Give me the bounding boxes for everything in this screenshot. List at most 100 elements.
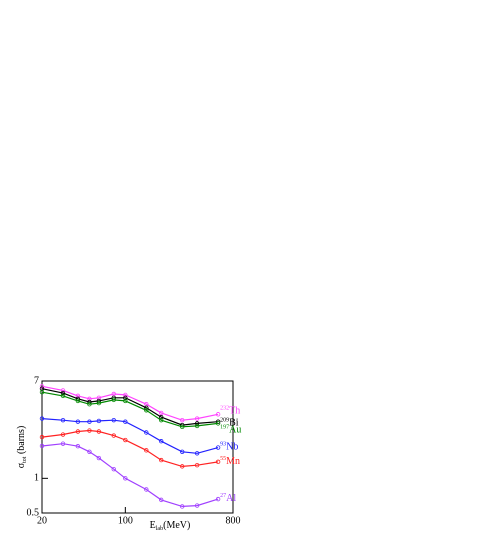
- series-label: 27Al: [220, 493, 236, 504]
- data-point: [123, 392, 128, 398]
- data-point: [96, 455, 102, 461]
- data-point: [60, 441, 66, 446]
- series-name: Mn: [226, 456, 240, 467]
- data-point: [194, 463, 200, 468]
- data-point: [159, 439, 164, 444]
- series-label: 93Nb: [220, 442, 238, 453]
- data-point: [215, 412, 221, 417]
- data-point: [144, 448, 149, 453]
- data-point: [215, 445, 221, 450]
- series-mass: 27: [220, 493, 226, 499]
- data-point: [123, 437, 128, 443]
- x-label-sub: lab: [156, 526, 163, 532]
- data-point: [144, 430, 149, 435]
- series-name: Al: [226, 493, 236, 504]
- data-point: [194, 451, 200, 456]
- x-tick-label: 100: [118, 515, 133, 526]
- data-point: [39, 389, 45, 395]
- x-label-main: E: [150, 520, 156, 531]
- y-label-sub: tot: [22, 456, 28, 463]
- series-line: [41, 388, 219, 426]
- data-point: [159, 414, 164, 420]
- series-mass: 55: [220, 456, 226, 462]
- data-point: [123, 398, 128, 404]
- series-line: [41, 443, 219, 508]
- data-point: [87, 402, 92, 407]
- y-label-main: σ: [16, 462, 27, 468]
- y-axis-label: σtot (barns): [16, 426, 28, 469]
- data-point: [60, 393, 66, 399]
- data-point: [144, 408, 149, 413]
- data-point: [159, 410, 164, 416]
- x-axis-label: Elab(MeV): [150, 520, 191, 532]
- data-point: [96, 429, 102, 434]
- data-point: [194, 421, 200, 426]
- y-tick-label: 1: [34, 473, 39, 484]
- series-line: [41, 385, 219, 421]
- series-name: Th: [229, 406, 240, 417]
- data-point: [180, 424, 185, 430]
- data-point: [123, 419, 128, 424]
- data-point: [75, 393, 81, 399]
- data-point: [87, 396, 92, 402]
- data-point: [180, 417, 185, 423]
- data-point: [123, 395, 128, 401]
- y-tick-label: 0.5: [27, 507, 40, 518]
- data-point: [96, 400, 102, 406]
- data-point: [39, 384, 45, 389]
- series-line: [41, 391, 219, 428]
- x-tick-label: 20: [37, 515, 47, 526]
- data-point: [60, 390, 66, 396]
- data-point: [111, 433, 116, 438]
- x-label-unit: (MeV): [163, 520, 190, 531]
- series-label: 197Au: [220, 425, 241, 436]
- data-point: [159, 497, 164, 503]
- plot-frame: [41, 380, 234, 514]
- series-mass: 197: [220, 425, 229, 431]
- data-point: [159, 457, 164, 463]
- series-label: 55Mn: [220, 456, 240, 467]
- data-point: [60, 417, 66, 423]
- series-label: 209Bi: [220, 418, 239, 429]
- data-point: [111, 397, 116, 403]
- data-point: [180, 464, 185, 469]
- data-point: [96, 395, 102, 401]
- data-point: [123, 476, 128, 481]
- series-line: [41, 418, 219, 454]
- data-point: [194, 503, 200, 508]
- data-point: [215, 421, 221, 426]
- y-tick-label: 7: [34, 375, 39, 386]
- data-point: [60, 432, 66, 437]
- data-point: [215, 459, 221, 465]
- data-point: [96, 418, 102, 424]
- series-label: 232Th: [220, 406, 240, 417]
- data-point: [75, 429, 81, 434]
- series-mass: 232: [220, 406, 229, 412]
- data-point: [144, 405, 149, 410]
- y-label-unit: (barns): [16, 426, 27, 457]
- data-point: [180, 449, 185, 454]
- data-point: [87, 449, 92, 454]
- data-point: [215, 496, 221, 502]
- data-point: [39, 434, 45, 440]
- series-name: Au: [229, 425, 241, 436]
- data-point: [75, 398, 81, 404]
- data-point: [39, 416, 45, 421]
- data-point: [75, 419, 81, 424]
- x-tick-label: 800: [226, 515, 241, 526]
- data-point: [87, 419, 92, 424]
- data-point: [60, 388, 66, 393]
- data-point: [39, 443, 45, 449]
- data-point: [75, 444, 81, 449]
- series-mass: 209: [220, 418, 229, 424]
- series-line: [41, 429, 219, 468]
- data-point: [111, 467, 116, 472]
- series-mass: 93: [220, 442, 226, 448]
- series-name: Nb: [226, 442, 238, 453]
- data-point: [194, 423, 200, 429]
- data-point: [194, 416, 200, 421]
- series-name: Bi: [229, 418, 239, 429]
- data-point: [111, 417, 116, 423]
- data-point: [159, 417, 164, 423]
